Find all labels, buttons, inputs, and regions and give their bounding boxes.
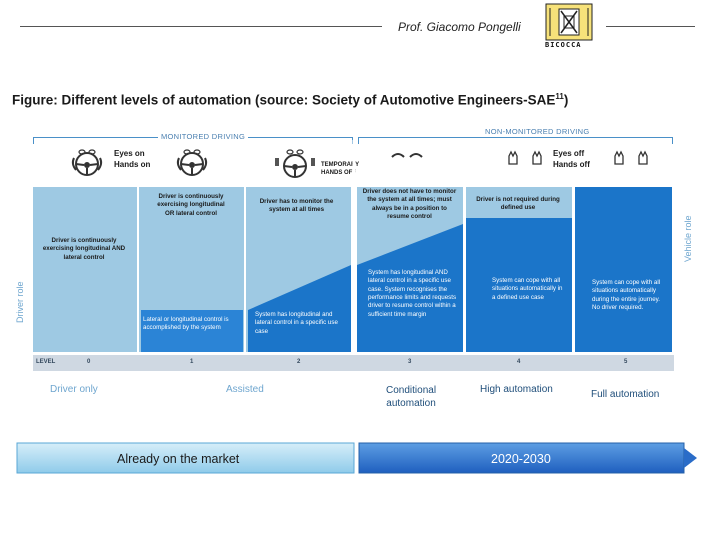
driver-role-text-level-1: Driver is continuously exercising longit…: [157, 193, 225, 217]
future-segment: [358, 442, 685, 474]
level-value: 3: [408, 359, 412, 365]
vehicle-role-area: [248, 265, 351, 352]
vehicle-role-text-level-1: Lateral or longitudinal control is accom…: [143, 316, 229, 332]
eyes-off-caption: Eyes off Hands off: [553, 149, 590, 169]
steering-wheel-icon: [71, 149, 103, 176]
category-high-automation: High automation: [480, 384, 553, 395]
hands-off-wheel-icon: [275, 149, 315, 178]
driver-role-text-level-2: Driver has to monitor the system at all …: [259, 198, 334, 214]
vehicle-role-text-level-2: System has longitudinal and lateral cont…: [255, 311, 338, 335]
driver-role-text-level-3: Driver does not have to monitor the syst…: [362, 188, 457, 221]
logo-wordmark: BICOCCA: [545, 41, 582, 49]
level-bar: [33, 355, 674, 371]
steering-wheel-icon: [176, 149, 208, 176]
figure-title: Figure: Different levels of automation (…: [12, 92, 569, 108]
eyes-icon: [391, 153, 423, 158]
vehicle-role-text-level-3: System has longitudinal AND lateral cont…: [368, 269, 457, 318]
level-value: 0: [87, 359, 91, 365]
driver-role-text-level-0: Driver is continuously exercising longit…: [42, 237, 126, 261]
non-monitored-driving-bracket: [358, 137, 673, 144]
author-name: Prof. Giacomo Pongelli: [398, 20, 521, 34]
level-value: 4: [517, 359, 521, 365]
vehicle-role-area: [575, 187, 672, 352]
eyes-on-caption: Eyes on Hands on: [114, 149, 151, 169]
university-logo: [545, 3, 593, 41]
level-label: LEVEL: [36, 359, 56, 365]
temporary-hands-off-caption: TEMPORARY HANDS OFF: [321, 162, 360, 177]
category-full-automation: Full automation: [591, 389, 660, 400]
category-conditional-automation: Conditional automation: [386, 385, 437, 409]
driver-role-text-level-4: Driver is not required during defined us…: [476, 196, 560, 212]
raised-hands-icon: [508, 150, 542, 165]
category-driver-only: Driver only: [50, 384, 98, 395]
header-rule-right: [606, 26, 695, 27]
timeline-future-label: 2020-2030: [491, 452, 551, 466]
vehicle-role-text-level-5: System can cope with all situations auto…: [592, 279, 661, 312]
raised-hands-icon: [614, 150, 648, 165]
level-value: 1: [190, 359, 194, 365]
market-segment: [16, 442, 355, 474]
level-value: 5: [624, 359, 628, 365]
header-rule-left: [20, 26, 382, 27]
vehicle-role-area: [466, 218, 572, 352]
non-monitored-driving-label: NON-MONITORED DRIVING: [482, 127, 593, 136]
level-value: 2: [297, 359, 301, 365]
vehicle-role-text-level-4: System can cope with all situations auto…: [492, 277, 563, 301]
monitored-driving-label: MONITORED DRIVING: [158, 132, 249, 141]
vehicle-role-area: [141, 310, 243, 352]
vehicle-role-area: [357, 224, 463, 352]
arrow-head: [684, 448, 697, 468]
category-assisted: Assisted: [226, 384, 264, 395]
timeline-market-label: Already on the market: [117, 452, 240, 466]
